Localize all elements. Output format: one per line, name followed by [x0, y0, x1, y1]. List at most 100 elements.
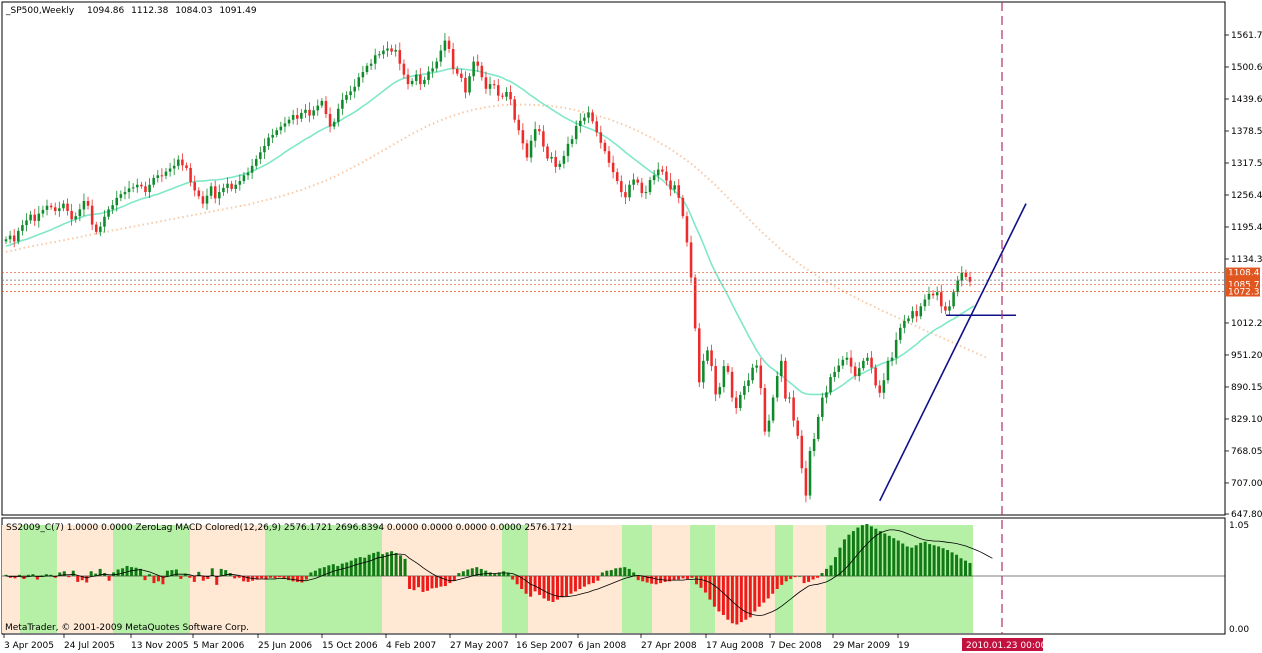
macd-bar [390, 551, 394, 576]
candle-body [492, 84, 496, 86]
time-tick-label-5: 15 Oct 2006 [322, 641, 378, 651]
macd-bar [376, 551, 380, 576]
price-panel[interactable] [1, 1, 1226, 516]
macd-bar [694, 576, 698, 585]
macd-bar [219, 568, 223, 576]
time-tick-label-0: 3 Apr 2005 [4, 641, 54, 651]
macd-bar [67, 576, 71, 578]
trendline-group[interactable] [879, 203, 1027, 502]
candle-body [673, 185, 676, 190]
macd-bar [170, 570, 174, 576]
macd-bar [408, 576, 412, 589]
macd-bar [340, 563, 344, 576]
macd-bar [632, 572, 636, 576]
candle-body [21, 225, 24, 231]
candle-body [8, 235, 12, 240]
candle-body [546, 146, 549, 159]
candle-body [267, 137, 270, 146]
candle-body [792, 397, 795, 421]
macd-bar [551, 576, 555, 602]
candle-body [894, 339, 898, 358]
candle-body [870, 357, 873, 368]
candle-body [378, 54, 381, 56]
candle-body [353, 86, 356, 92]
candle-body [574, 126, 578, 140]
macd-bar [242, 576, 246, 582]
macd-bar [766, 576, 770, 599]
indicator-bottom-label: 0.00 [1229, 625, 1249, 635]
candle-body [287, 119, 291, 124]
candle-body [148, 184, 151, 193]
macd-bar [869, 526, 873, 576]
candle-body [12, 235, 16, 242]
macd-bar [793, 576, 797, 578]
macd-bar [461, 571, 465, 576]
macd-bar [811, 576, 815, 580]
macd-bar [668, 576, 672, 582]
macd-bar [174, 569, 178, 576]
macd-bar [941, 548, 945, 576]
macd-bar [533, 576, 537, 592]
candle-body [386, 48, 389, 51]
candle-body [775, 376, 779, 398]
candle-body [821, 397, 824, 417]
candle-body [808, 450, 812, 496]
macd-bar [183, 573, 187, 576]
candle-body [517, 119, 521, 131]
candle-body [513, 99, 516, 120]
trendline-rising[interactable] [879, 203, 1027, 502]
candle-body [427, 71, 430, 80]
candle-body [300, 112, 303, 119]
macd-bar [13, 576, 17, 579]
macd-bar [506, 573, 510, 576]
candle-body [800, 435, 804, 469]
candle-body [460, 73, 463, 78]
macd-bar [928, 544, 932, 576]
chart-header: _SP500,Weekly 1094.86 1112.38 1084.03 10… [5, 6, 257, 16]
price-tick-label-12: 768.05 [1231, 447, 1262, 457]
candle-body [156, 175, 160, 178]
macd-bar [618, 567, 622, 576]
macd-bar [363, 557, 367, 576]
macd-bar [524, 576, 528, 594]
macd-bar [784, 576, 788, 582]
macd-bar [246, 576, 250, 582]
candle-body [874, 367, 877, 386]
candle-body [414, 74, 418, 81]
candle-body [771, 397, 775, 421]
macd-bar [923, 541, 927, 576]
candle-body [238, 181, 242, 185]
macd-bar [623, 567, 627, 576]
time-axis: 3 Apr 2005 24 Jul 2005 13 Nov 2005 5 Mar 20… [3, 634, 910, 651]
candle-body [66, 203, 69, 211]
macd-bar [515, 576, 519, 585]
price-tick-label-5: 1256.45 [1231, 191, 1262, 201]
candle-body [291, 115, 295, 120]
price-tick-label-0: 1561.70 [1231, 31, 1262, 41]
macd-bar [304, 576, 308, 580]
price-tick-label-8: 1012.25 [1231, 319, 1262, 329]
price-tick-label-14: 647.80 [1231, 510, 1262, 520]
candle-body [837, 365, 841, 372]
macd-bar [309, 572, 313, 576]
macd-bar [686, 576, 690, 579]
macd-bar [614, 568, 618, 576]
macd-bar [896, 540, 900, 576]
candle-body [825, 392, 828, 398]
candle-body [923, 299, 927, 307]
candle-body [373, 55, 377, 64]
state-band-3 [113, 525, 190, 633]
macd-bar [210, 568, 214, 576]
candle-body [53, 207, 57, 211]
candle-body [86, 200, 90, 206]
macd-bar [851, 531, 855, 576]
macd-signal-line [5, 529, 993, 617]
macd-bar [318, 568, 322, 576]
candle-body [603, 142, 607, 152]
candle-body [58, 208, 61, 211]
macd-bar [125, 565, 129, 576]
candle-body [554, 156, 557, 167]
macd-bar [757, 576, 761, 607]
time-marker-label: 2010.01.23 00:00 [966, 641, 1047, 651]
